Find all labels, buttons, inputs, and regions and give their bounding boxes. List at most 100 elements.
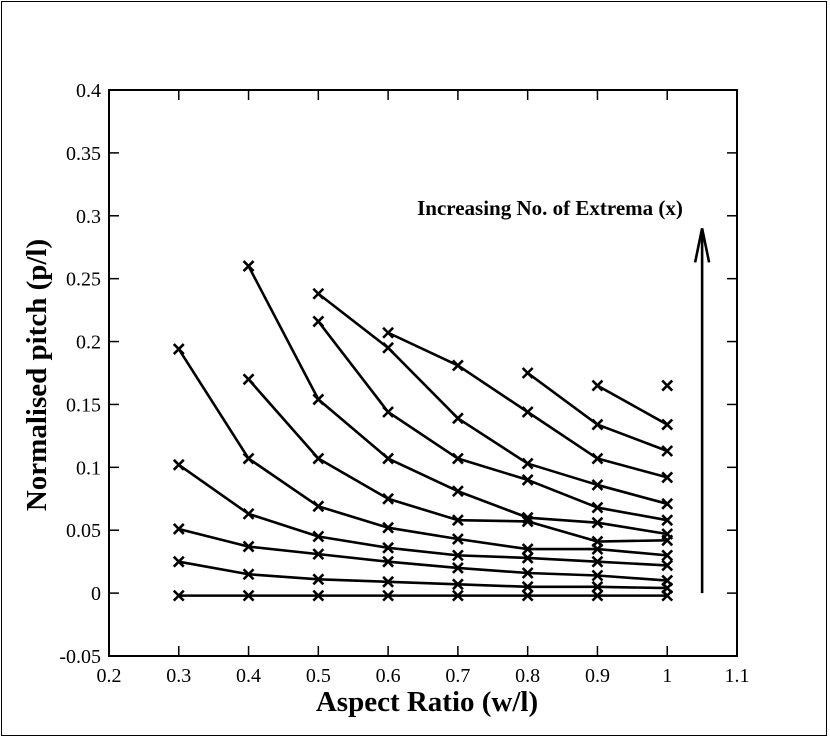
x-marker (242, 507, 255, 520)
x-marker (242, 589, 255, 602)
y-tick-label: 0 (91, 583, 101, 605)
x-marker (591, 580, 604, 593)
series-s7 (242, 260, 674, 540)
x-marker (382, 521, 395, 534)
x-marker (661, 445, 674, 457)
x-marker (451, 549, 464, 562)
series-line (247, 265, 668, 536)
y-tick-label: 0.1 (76, 457, 101, 479)
x-marker (521, 406, 534, 418)
x-marker (451, 359, 464, 372)
x-marker (312, 500, 325, 513)
x-marker (591, 418, 604, 431)
x-marker (521, 473, 534, 486)
x-marker (382, 406, 395, 418)
x-marker (661, 549, 674, 562)
x-marker (242, 568, 255, 581)
x-marker (591, 569, 604, 582)
x-marker (521, 580, 534, 593)
x-marker (382, 492, 395, 505)
x-axis-title: Aspect Ratio (w/l) (316, 686, 538, 718)
x-marker (451, 562, 464, 574)
x-marker (242, 373, 255, 386)
series-s1 (172, 589, 674, 602)
x-tick-label: 0.6 (376, 665, 401, 687)
x-marker (312, 315, 325, 328)
x-marker (451, 578, 464, 591)
x-marker (661, 574, 674, 587)
x-tick-label: 0.2 (97, 665, 122, 687)
series-s13 (661, 379, 674, 392)
x-marker (172, 523, 185, 535)
x-marker (312, 393, 325, 406)
x-marker (382, 452, 395, 465)
x-marker (242, 540, 255, 553)
y-tick-label: 0.2 (76, 332, 101, 354)
x-marker (521, 567, 534, 579)
x-marker (661, 514, 674, 527)
x-marker (312, 589, 325, 602)
x-marker (661, 528, 674, 540)
x-marker (591, 589, 604, 602)
x-marker (451, 485, 464, 498)
series-line (178, 463, 668, 567)
arrow-head (693, 228, 711, 263)
series-s5 (172, 343, 674, 562)
x-marker (451, 589, 464, 602)
x-marker (172, 555, 185, 568)
x-marker (312, 573, 325, 586)
x-marker (312, 530, 325, 543)
axis-ticks (108, 89, 738, 657)
x-marker (382, 341, 395, 354)
series-line (178, 527, 668, 582)
x-marker (591, 501, 604, 514)
x-marker (521, 457, 534, 470)
series-line (317, 320, 668, 522)
series-s4 (172, 458, 674, 572)
x-tick-label: 0.8 (515, 665, 540, 687)
x-marker (382, 326, 395, 339)
y-tick-label: 0.35 (66, 143, 101, 165)
x-marker (312, 548, 325, 561)
plot-area-border (108, 89, 738, 657)
x-tick-label: 0.9 (585, 665, 610, 687)
x-marker (591, 379, 604, 392)
series-s3 (172, 523, 674, 587)
x-marker (591, 555, 604, 568)
series-s9 (312, 287, 674, 510)
x-marker (172, 458, 185, 471)
x-tick-label: 0.5 (306, 665, 331, 687)
x-tick-label: 1.1 (725, 665, 750, 687)
y-tick-label: 0.05 (66, 520, 101, 542)
x-marker (661, 418, 674, 431)
x-marker (591, 452, 604, 465)
x-tick-label: 1 (662, 665, 672, 687)
series-s6 (242, 373, 674, 548)
x-marker (591, 516, 604, 529)
x-marker (661, 471, 674, 484)
x-marker (382, 589, 395, 602)
x-marker (661, 379, 674, 392)
series-s10 (382, 326, 674, 484)
x-marker (312, 452, 325, 465)
series-line (387, 331, 668, 479)
x-marker (521, 589, 534, 602)
x-marker (382, 541, 395, 554)
annotation-increasing-extrema: Increasing No. of Extrema (x) (417, 196, 683, 220)
tick-labels: 0.2 0.3 0.4 0.5 0.6 0.7 0.8 0.9 1 1.1 -0.05 0 0.05 0.… (59, 80, 749, 687)
x-marker (521, 551, 534, 564)
x-marker (172, 589, 185, 602)
x-marker (521, 543, 534, 556)
increasing-arrow (693, 228, 711, 594)
series-layer (172, 260, 674, 602)
x-tick-label: 0.3 (166, 665, 191, 687)
y-tick-label: 0.4 (76, 80, 101, 102)
y-tick-label: -0.05 (59, 646, 101, 668)
x-marker (521, 511, 534, 524)
x-marker (312, 287, 325, 300)
y-tick-label: 0.15 (66, 394, 101, 416)
x-marker (172, 343, 185, 356)
x-tick-label: 0.4 (236, 665, 261, 687)
y-tick-label: 0.25 (66, 269, 101, 291)
